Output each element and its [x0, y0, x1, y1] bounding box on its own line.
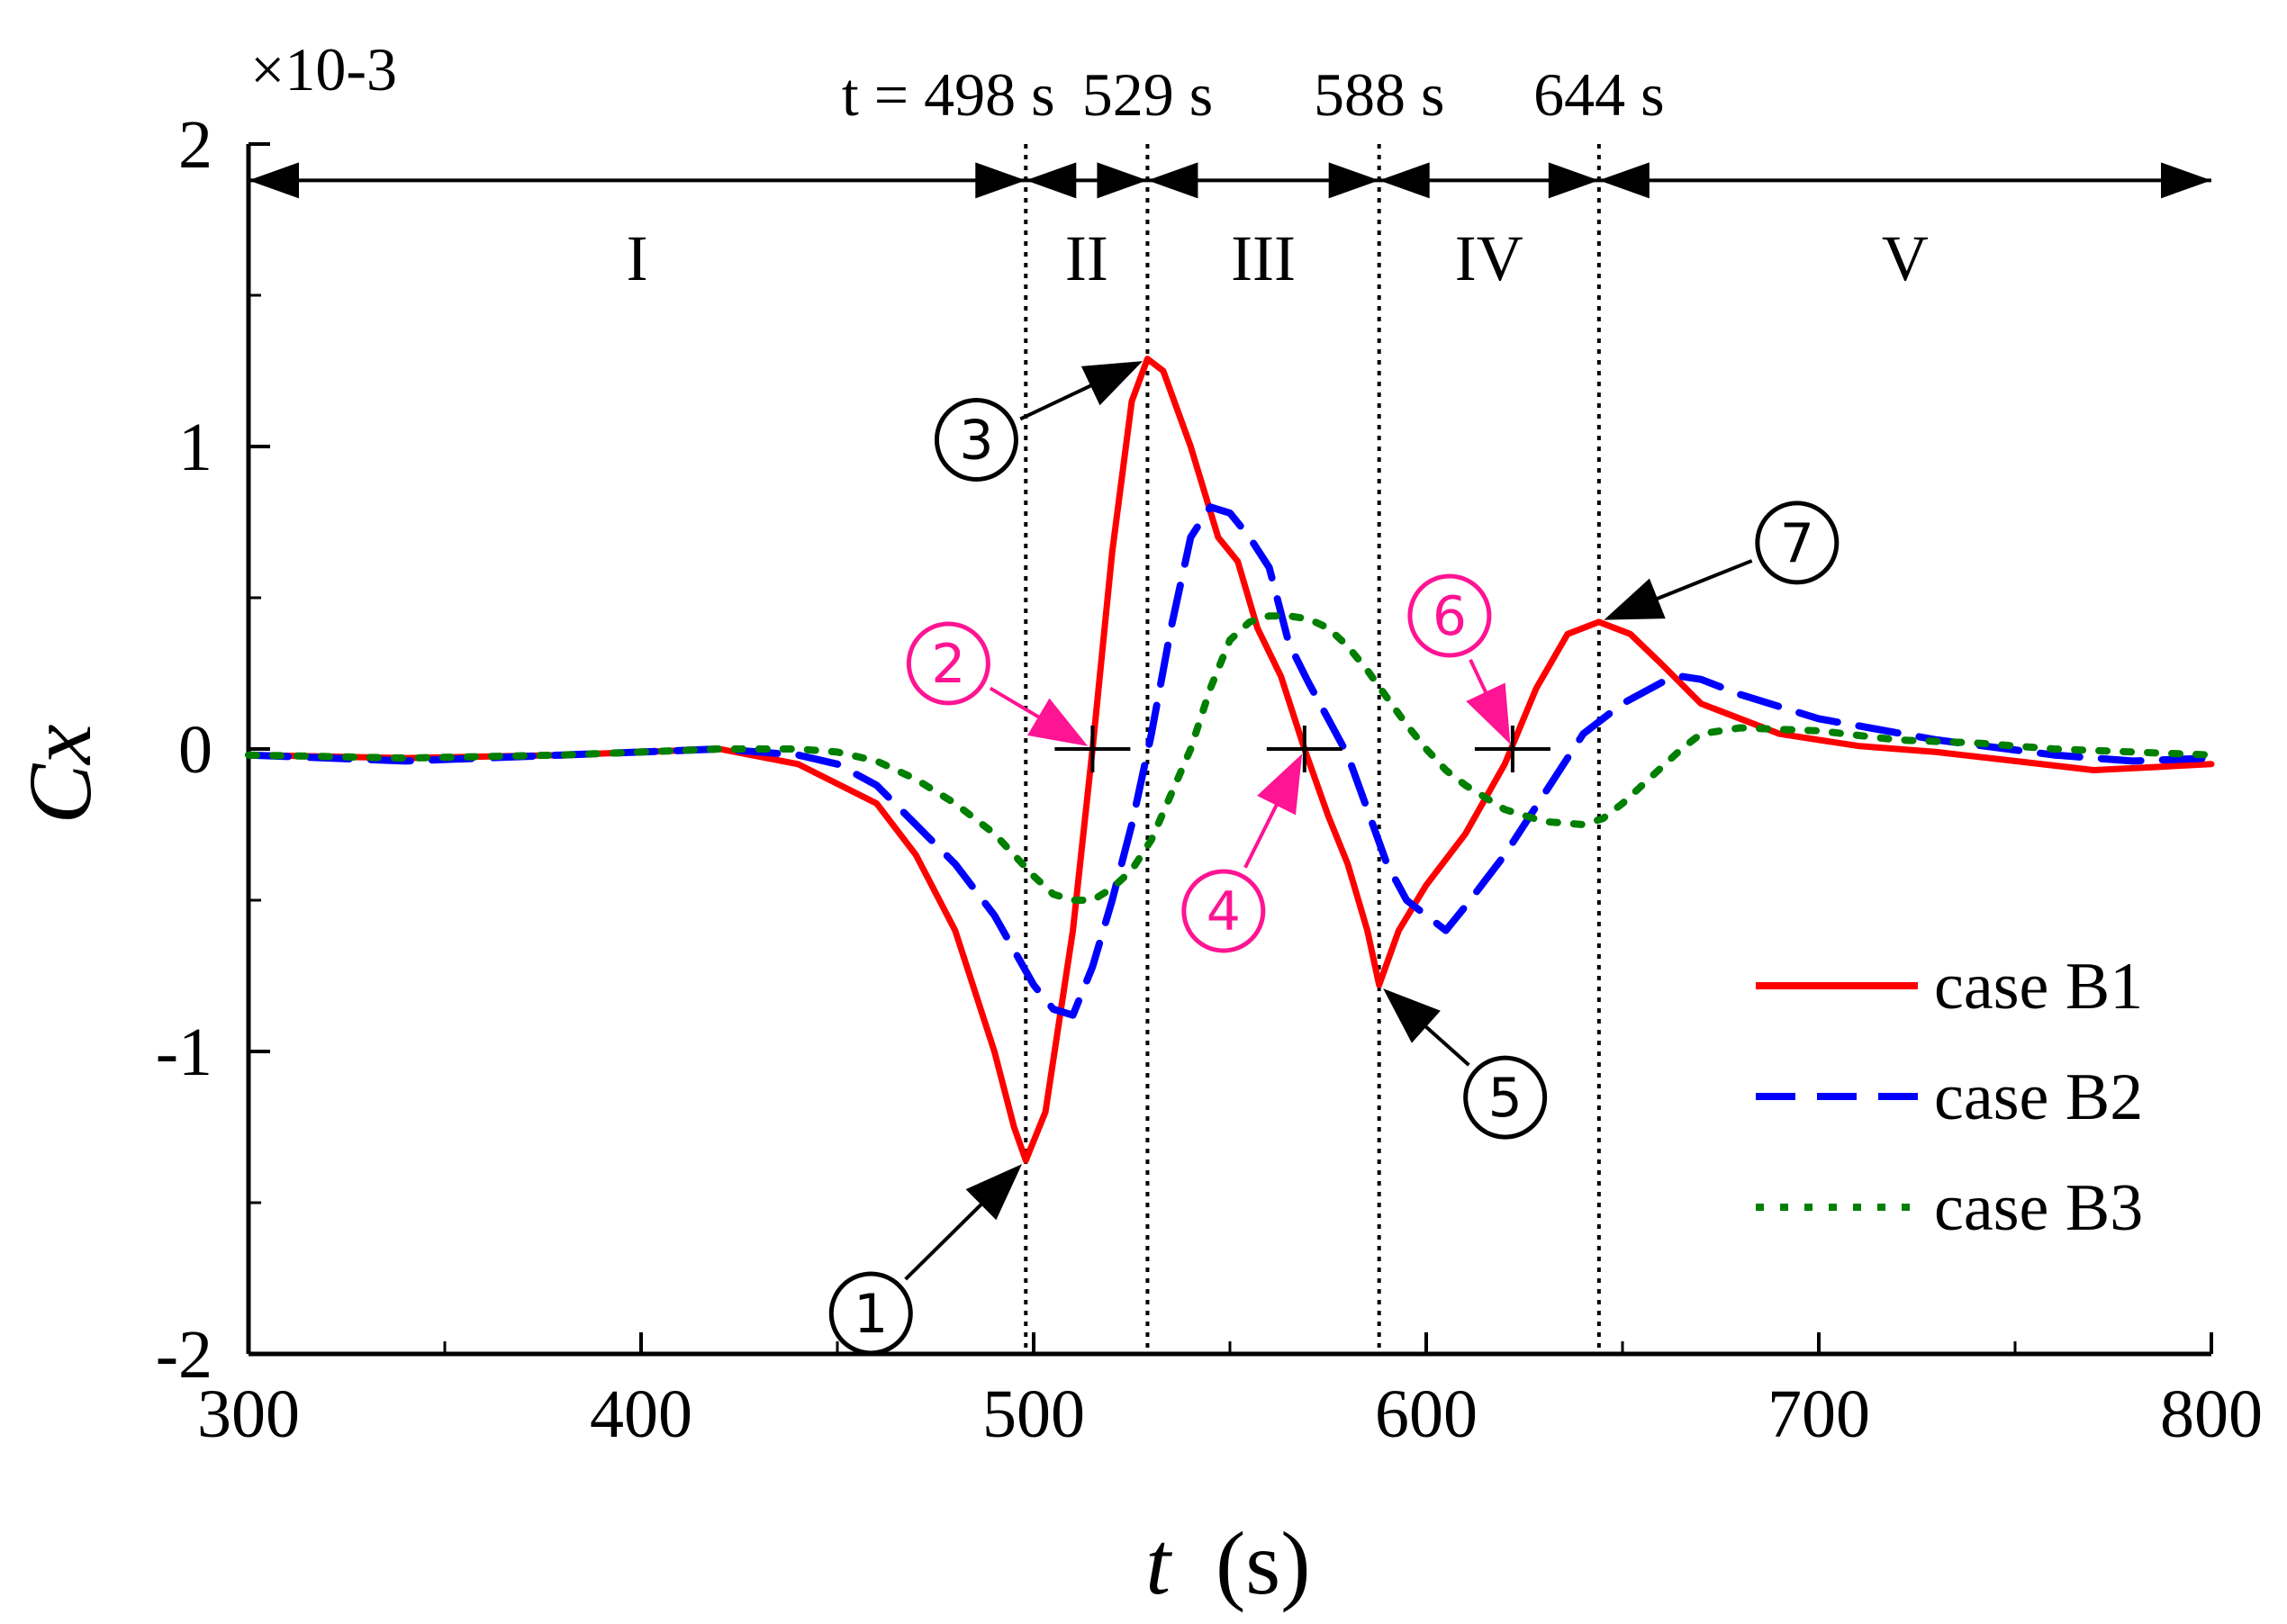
- x-tick-label-300: 300: [197, 1376, 300, 1452]
- annotation-arrowhead-4: [1257, 753, 1303, 816]
- x-tick-label-400: 400: [590, 1376, 692, 1452]
- y-tick-label-0: 0: [178, 712, 212, 788]
- vertical-lines-group: t = 498 s 529 s 588 s 644 s: [842, 60, 1665, 1354]
- series-group: [245, 356, 2215, 1164]
- phase-arrowhead-left-0: [249, 162, 299, 199]
- zero-crossings-group: [1054, 726, 1550, 772]
- phase-arrowhead-left-4: [1598, 162, 1650, 199]
- time-marker-label-588: 588 s: [1314, 60, 1444, 129]
- phase-arrowhead-right-4: [2161, 162, 2211, 199]
- annotation-label-5: 5: [1488, 1067, 1523, 1130]
- legend: case B1 case B2 case B3: [1756, 950, 2143, 1245]
- legend-label-case-b3: case B3: [1934, 1171, 2143, 1245]
- y-axis-title: Cx: [10, 724, 110, 824]
- phase-arrowhead-left-2: [1147, 162, 1198, 199]
- annotation-circle-1: [828, 1271, 913, 1356]
- series-line-case-b1: [245, 356, 2215, 1164]
- phase-arrowhead-right-0: [975, 162, 1026, 199]
- annotation-label-3: 3: [959, 410, 993, 473]
- y-tick-label--2: -2: [156, 1317, 212, 1393]
- annotation-label-2: 2: [931, 633, 965, 696]
- phase-label-III: III: [1231, 222, 1296, 294]
- phase-label-V: V: [1882, 222, 1929, 294]
- x-tick-label-800: 800: [2160, 1376, 2263, 1452]
- annotation-label-7: 7: [1780, 512, 1814, 575]
- annotation-label-6: 6: [1433, 585, 1467, 648]
- phase-arrowhead-right-3: [1548, 162, 1599, 199]
- legend-label-case-b2: case B2: [1934, 1060, 2143, 1134]
- annotation-arrow-line-1: [904, 1194, 991, 1281]
- annotation-arrowhead-1: [965, 1164, 1023, 1221]
- x-tick-label-600: 600: [1375, 1376, 1478, 1452]
- y-exponent-label: ×10-3: [250, 35, 397, 104]
- annotation-circle-5: [1463, 1055, 1548, 1140]
- legend-label-case-b1: case B1: [1934, 950, 2143, 1024]
- series-line-case-b3: [245, 612, 2215, 904]
- annotation-circle-2: [906, 621, 990, 706]
- series-line-case-b2: [245, 503, 2215, 1019]
- time-marker-label-529: 529 s: [1082, 60, 1213, 129]
- phase-arrowhead-right-2: [1328, 162, 1379, 199]
- annotation-circle-3: [934, 398, 1018, 483]
- phase-label-IV: IV: [1455, 222, 1523, 294]
- annotation-arrow-line-7: [1645, 559, 1753, 605]
- time-marker-label-644: 644 s: [1533, 60, 1664, 129]
- annotation-circle-7: [1755, 501, 1840, 585]
- time-marker-label-498: t = 498 s: [842, 60, 1055, 129]
- phase-arrowhead-left-1: [1026, 162, 1077, 199]
- ticks-group: 300 400 500 600 700 800 -2 -1 0 1 2: [156, 107, 2263, 1452]
- annotation-arrowhead-2: [1026, 698, 1089, 746]
- phase-label-I: I: [627, 222, 648, 294]
- annotation-label-1: 1: [854, 1283, 888, 1346]
- annotation-arrowhead-5: [1383, 988, 1441, 1043]
- x-tick-label-700: 700: [1767, 1376, 1870, 1452]
- x-axis-unit: (s): [1216, 1513, 1311, 1613]
- phase-label-II: II: [1065, 222, 1108, 294]
- annotation-arrowhead-6: [1466, 682, 1511, 744]
- x-tick-label-500: 500: [982, 1376, 1085, 1452]
- annotations-group: 1 2 3 4 5 6 7: [828, 361, 1840, 1356]
- x-axis-title: t: [1145, 1513, 1172, 1613]
- phase-arrowhead-left-3: [1379, 162, 1430, 199]
- annotation-arrow-line-4: [1243, 793, 1284, 869]
- annotation-circle-4: [1181, 869, 1266, 953]
- annotation-arrowhead-7: [1604, 578, 1666, 620]
- y-tick-label-2: 2: [178, 107, 212, 183]
- annotation-label-4: 4: [1207, 880, 1241, 943]
- y-tick-label-1: 1: [178, 410, 212, 485]
- y-tick-label--1: -1: [156, 1015, 212, 1090]
- annotation-arrowhead-3: [1080, 361, 1144, 406]
- phase-arrows-group: I II III IV V: [249, 162, 2211, 294]
- annotation-circle-6: [1407, 573, 1492, 658]
- phase-arrowhead-right-1: [1097, 162, 1148, 199]
- annotation-arrow-line-3: [1019, 378, 1103, 421]
